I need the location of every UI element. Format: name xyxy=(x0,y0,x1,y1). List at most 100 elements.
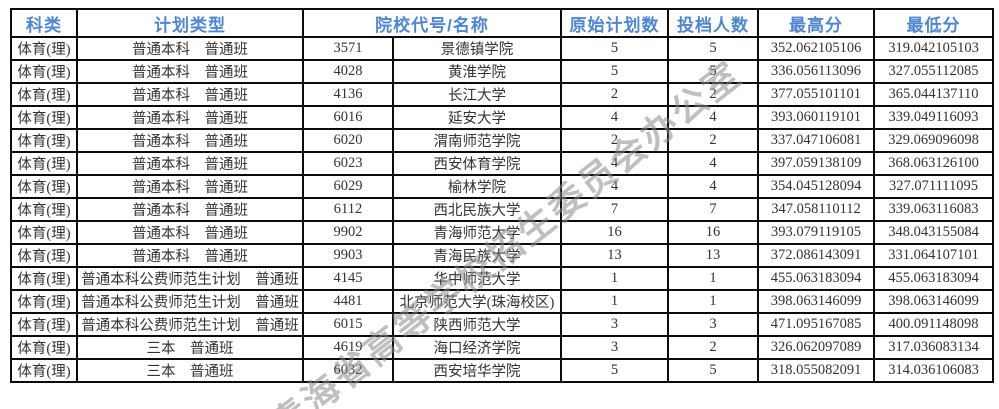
table-row: 体育(理) 普通本科公费师范生计划 普通班 6015 陕西师范大学 3 3 471.0951… xyxy=(10,312,995,337)
cell-college-name: 榆林学院 xyxy=(391,174,563,199)
cell-college-name: 陕西师范大学 xyxy=(391,312,563,337)
cell-college-code: 6023 xyxy=(302,151,394,176)
cell-max-score: 326.062097089 xyxy=(757,335,876,360)
cell-subject: 体育(理) xyxy=(10,266,78,291)
cell-plan-type: 普通本科 普通班 xyxy=(76,105,304,130)
cell-college-code: 3571 xyxy=(302,36,394,61)
cell-subject: 体育(理) xyxy=(10,36,78,61)
cell-max-score: 455.063183094 xyxy=(757,266,876,291)
cell-original-plan: 3 xyxy=(560,335,670,360)
table-row: 体育(理) 普通本科 普通班 9903 青海民族大学 13 13 372.086143091… xyxy=(10,243,995,268)
cell-min-score: 339.063116083 xyxy=(873,197,995,222)
table-row: 体育(理) 普通本科 普通班 9902 青海师范大学 16 16 393.079119105… xyxy=(10,220,995,245)
table-row: 体育(理) 普通本科 普通班 6112 西北民族大学 7 7 347.058110112 33… xyxy=(10,197,995,222)
cell-college-code: 4136 xyxy=(302,82,394,107)
cell-college-code: 6032 xyxy=(302,358,394,383)
cell-college-name: 西安体育学院 xyxy=(391,151,563,176)
cell-plan-type: 普通本科 普通班 xyxy=(76,197,304,222)
cell-admitted: 4 xyxy=(667,151,760,176)
cell-admitted: 3 xyxy=(667,312,760,337)
cell-subject: 体育(理) xyxy=(10,220,78,245)
cell-subject: 体育(理) xyxy=(10,105,78,130)
cell-college-name: 渭南师范学院 xyxy=(391,128,563,153)
cell-max-score: 336.056113096 xyxy=(757,59,876,84)
cell-max-score: 471.095167085 xyxy=(757,312,876,337)
cell-original-plan: 3 xyxy=(560,312,670,337)
cell-plan-type: 普通本科 普通班 xyxy=(76,243,304,268)
cell-admitted: 5 xyxy=(667,358,760,383)
cell-college-code: 6016 xyxy=(302,105,394,130)
cell-original-plan: 5 xyxy=(560,358,670,383)
cell-original-plan: 2 xyxy=(560,82,670,107)
cell-admitted: 13 xyxy=(667,243,760,268)
table-row: 体育(理) 普通本科 普通班 3571 景德镇学院 5 5 352.062105106 319… xyxy=(10,36,995,61)
cell-admitted: 16 xyxy=(667,220,760,245)
header-min-score: 最低分 xyxy=(873,8,995,38)
cell-original-plan: 1 xyxy=(560,289,670,314)
table-row: 体育(理) 普通本科公费师范生计划 普通班 4481 北京师范大学(珠海校区) 1 1 39… xyxy=(10,289,995,314)
cell-min-score: 327.071111095 xyxy=(873,174,995,199)
cell-max-score: 397.059138109 xyxy=(757,151,876,176)
cell-plan-type: 普通本科公费师范生计划 普通班 xyxy=(76,289,304,314)
cell-subject: 体育(理) xyxy=(10,174,78,199)
cell-college-code: 4145 xyxy=(302,266,394,291)
cell-subject: 体育(理) xyxy=(10,197,78,222)
cell-admitted: 7 xyxy=(667,197,760,222)
header-college: 院校代号/名称 xyxy=(301,8,563,38)
cell-max-score: 354.045128094 xyxy=(757,174,876,199)
cell-max-score: 352.062105106 xyxy=(757,36,876,61)
cell-plan-type: 三本 普通班 xyxy=(76,335,304,360)
cell-plan-type: 普通本科公费师范生计划 普通班 xyxy=(76,266,304,291)
cell-admitted: 1 xyxy=(667,266,760,291)
cell-plan-type: 普通本科 普通班 xyxy=(76,220,304,245)
cell-max-score: 398.063146099 xyxy=(757,289,876,314)
cell-min-score: 331.064107101 xyxy=(873,243,995,268)
cell-plan-type: 普通本科 普通班 xyxy=(76,174,304,199)
cell-original-plan: 4 xyxy=(560,105,670,130)
admission-score-table: 科类 计划类型 院校代号/名称 原始计划数 投档人数 最高分 最低分 体育(理)… xyxy=(10,8,995,383)
cell-college-code: 4619 xyxy=(302,335,394,360)
cell-max-score: 393.079119105 xyxy=(757,220,876,245)
cell-subject: 体育(理) xyxy=(10,289,78,314)
cell-plan-type: 普通本科 普通班 xyxy=(76,36,304,61)
cell-min-score: 319.042105103 xyxy=(873,36,995,61)
cell-plan-type: 普通本科公费师范生计划 普通班 xyxy=(76,312,304,337)
cell-college-code: 4481 xyxy=(302,289,394,314)
cell-min-score: 365.044137110 xyxy=(873,82,995,107)
cell-max-score: 377.055101101 xyxy=(757,82,876,107)
cell-original-plan: 4 xyxy=(560,174,670,199)
cell-subject: 体育(理) xyxy=(10,358,78,383)
cell-admitted: 1 xyxy=(667,289,760,314)
cell-min-score: 329.069096098 xyxy=(873,128,995,153)
cell-college-name: 景德镇学院 xyxy=(391,36,563,61)
cell-college-name: 长江大学 xyxy=(391,82,563,107)
header-subject: 科类 xyxy=(10,8,78,38)
cell-admitted: 4 xyxy=(667,105,760,130)
cell-admitted: 5 xyxy=(667,36,760,61)
cell-plan-type: 三本 普通班 xyxy=(76,358,304,383)
cell-plan-type: 普通本科 普通班 xyxy=(76,128,304,153)
cell-min-score: 400.091148098 xyxy=(873,312,995,337)
cell-subject: 体育(理) xyxy=(10,243,78,268)
cell-college-code: 9902 xyxy=(302,220,394,245)
cell-subject: 体育(理) xyxy=(10,82,78,107)
cell-plan-type: 普通本科 普通班 xyxy=(76,82,304,107)
table-row: 体育(理) 普通本科 普通班 6023 西安体育学院 4 4 397.059138109 36… xyxy=(10,151,995,176)
cell-college-name: 北京师范大学(珠海校区) xyxy=(391,289,563,314)
cell-plan-type: 普通本科 普通班 xyxy=(76,59,304,84)
cell-college-code: 6015 xyxy=(302,312,394,337)
cell-original-plan: 13 xyxy=(560,243,670,268)
cell-original-plan: 5 xyxy=(560,59,670,84)
table-header: 科类 计划类型 院校代号/名称 原始计划数 投档人数 最高分 最低分 xyxy=(10,8,995,38)
cell-subject: 体育(理) xyxy=(10,312,78,337)
cell-college-code: 6029 xyxy=(302,174,394,199)
cell-min-score: 368.063126100 xyxy=(873,151,995,176)
header-admitted: 投档人数 xyxy=(667,8,760,38)
cell-subject: 体育(理) xyxy=(10,59,78,84)
cell-college-name: 青海民族大学 xyxy=(391,243,563,268)
header-row: 科类 计划类型 院校代号/名称 原始计划数 投档人数 最高分 最低分 xyxy=(10,8,995,38)
header-plan-type: 计划类型 xyxy=(76,8,304,38)
cell-admitted: 2 xyxy=(667,82,760,107)
table-row: 体育(理) 普通本科公费师范生计划 普通班 4145 华中师范大学 1 1 455.0631… xyxy=(10,266,995,291)
